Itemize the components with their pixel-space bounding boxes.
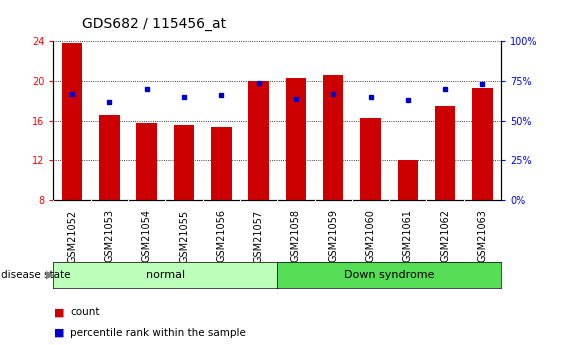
Text: GDS682 / 115456_at: GDS682 / 115456_at	[82, 17, 226, 31]
Bar	[285, 78, 306, 200]
Text: GSM21053: GSM21053	[104, 209, 114, 263]
Text: disease state: disease state	[1, 270, 70, 280]
Text: GSM21056: GSM21056	[216, 209, 226, 263]
Text: GSM21058: GSM21058	[291, 209, 301, 263]
Text: GSM21052: GSM21052	[67, 209, 77, 263]
Bar	[211, 127, 231, 200]
Bar	[435, 106, 455, 200]
Text: GSM21059: GSM21059	[328, 209, 338, 263]
Text: ▶: ▶	[46, 270, 55, 280]
Text: ■: ■	[53, 328, 64, 338]
Text: ■: ■	[53, 307, 64, 317]
Text: GSM21062: GSM21062	[440, 209, 450, 263]
Bar	[248, 81, 269, 200]
Bar	[472, 88, 493, 200]
Text: Down syndrome: Down syndrome	[344, 270, 435, 280]
Bar	[62, 43, 82, 200]
Text: GSM21055: GSM21055	[179, 209, 189, 263]
Bar	[397, 160, 418, 200]
Text: GSM21057: GSM21057	[253, 209, 263, 263]
Text: GSM21063: GSM21063	[477, 209, 488, 262]
Bar	[174, 125, 194, 200]
Bar	[136, 123, 157, 200]
Text: GSM21054: GSM21054	[142, 209, 152, 263]
Text: GSM21061: GSM21061	[403, 209, 413, 262]
Text: GSM21060: GSM21060	[365, 209, 376, 262]
Text: count: count	[70, 307, 100, 317]
Bar	[360, 118, 381, 200]
Bar	[99, 115, 120, 200]
Text: percentile rank within the sample: percentile rank within the sample	[70, 328, 246, 338]
Text: normal: normal	[146, 270, 185, 280]
Bar	[323, 75, 343, 200]
